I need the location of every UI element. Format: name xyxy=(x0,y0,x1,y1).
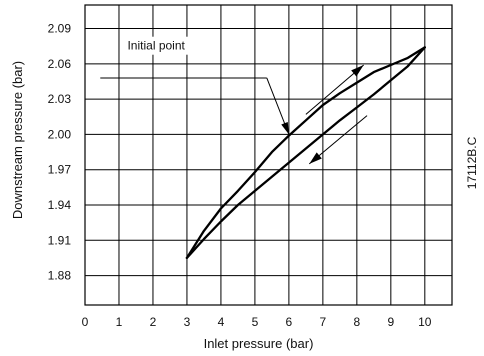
y-tick-label-2.00: 2.00 xyxy=(48,127,72,141)
y-tick-label-1.94: 1.94 xyxy=(48,198,72,212)
x-tick-label-10: 10 xyxy=(418,315,432,329)
x-axis-label: Inlet pressure (bar) xyxy=(204,336,314,351)
y-tick-label-1.91: 1.91 xyxy=(48,233,72,247)
hysteresis-curves xyxy=(185,46,426,260)
x-tick-label-1: 1 xyxy=(116,315,123,329)
figure-code: 17112B.C xyxy=(465,136,479,189)
x-tick-label-4: 4 xyxy=(218,315,225,329)
annotation-initial-point: Initial point xyxy=(127,39,185,53)
x-tick-label-5: 5 xyxy=(252,315,259,329)
tick-labels: 0 1 2 3 4 5 6 7 8 9 10 1.88 1.91 1.94 1.97 2.00 2.03 2.06… xyxy=(48,22,432,329)
y-axis-label: Downstream pressure (bar) xyxy=(10,61,25,219)
x-tick-label-8: 8 xyxy=(354,315,361,329)
y-tick-label-2.09: 2.09 xyxy=(48,22,72,36)
x-tick-label-6: 6 xyxy=(286,315,293,329)
grid xyxy=(85,5,452,305)
plot-frame xyxy=(84,4,453,306)
x-tick-label-9: 9 xyxy=(387,315,394,329)
y-tick-label-1.97: 1.97 xyxy=(48,163,72,177)
x-tick-label-2: 2 xyxy=(150,315,157,329)
curve-falling xyxy=(185,46,426,260)
y-tick-label-2.03: 2.03 xyxy=(48,92,72,106)
curve-rising xyxy=(185,46,426,260)
x-tick-label-3: 3 xyxy=(184,315,191,329)
direction-arrows xyxy=(305,64,368,165)
x-tick-label-0: 0 xyxy=(82,315,89,329)
arrow-rising-head xyxy=(351,65,364,77)
annotation-arrowhead xyxy=(281,121,289,135)
arrow-falling-head xyxy=(309,152,322,164)
x-tick-label-7: 7 xyxy=(320,315,327,329)
y-tick-label-2.06: 2.06 xyxy=(48,57,72,71)
y-tick-label-1.88: 1.88 xyxy=(48,269,72,283)
annotation-background xyxy=(121,36,208,55)
